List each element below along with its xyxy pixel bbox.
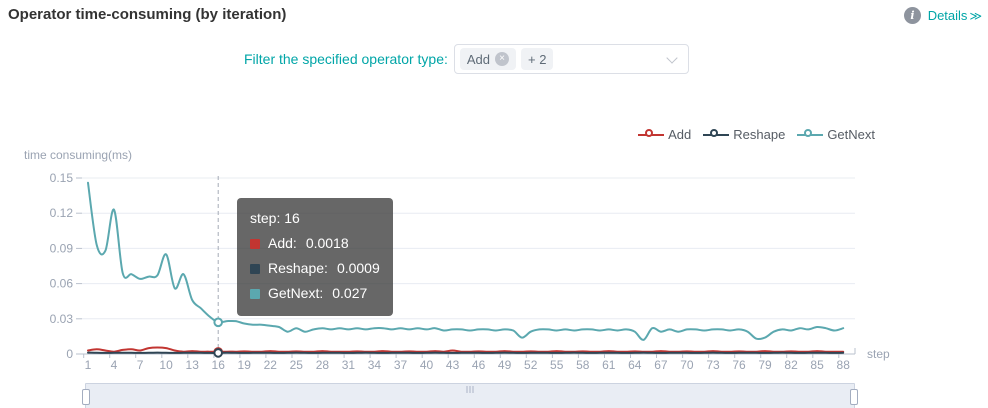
- operator-type-select[interactable]: Add × + 2: [453, 44, 689, 74]
- line-circle-marker-icon: [638, 128, 665, 142]
- svg-text:70: 70: [680, 358, 694, 372]
- tag-label: + 2: [528, 51, 547, 67]
- svg-text:0.15: 0.15: [50, 171, 74, 185]
- series-color-swatch: [250, 288, 260, 299]
- svg-text:79: 79: [758, 358, 772, 372]
- details-label: Details: [927, 8, 968, 23]
- selected-tag-add: Add ×: [459, 48, 517, 70]
- svg-text:16: 16: [212, 358, 226, 372]
- selected-tag-more: + 2: [521, 48, 554, 70]
- svg-text:19: 19: [238, 358, 252, 372]
- tooltip-series-label: Reshape:: [268, 260, 328, 276]
- chart-tooltip: step: 16 Add: 0.0018 Reshape: 0.0009 Get…: [237, 198, 393, 316]
- svg-text:85: 85: [810, 358, 824, 372]
- svg-text:88: 88: [837, 358, 851, 372]
- series-color-swatch: [250, 263, 260, 274]
- series-color-swatch: [250, 238, 260, 249]
- svg-text:step: step: [867, 347, 890, 361]
- svg-text:10: 10: [159, 358, 173, 372]
- svg-text:34: 34: [368, 358, 382, 372]
- svg-text:25: 25: [290, 358, 304, 372]
- svg-text:0.03: 0.03: [50, 312, 74, 326]
- legend-item-add[interactable]: Add: [638, 127, 691, 142]
- svg-text:1: 1: [85, 358, 92, 372]
- svg-text:61: 61: [602, 358, 616, 372]
- details-link[interactable]: Details ≫: [928, 8, 982, 23]
- tooltip-series-value: 0.0018: [305, 235, 349, 251]
- svg-text:4: 4: [111, 358, 118, 372]
- line-circle-marker-icon: [703, 128, 730, 142]
- datazoom-left-handle[interactable]: [82, 389, 90, 405]
- svg-text:7: 7: [137, 358, 144, 372]
- svg-text:0: 0: [66, 347, 73, 361]
- tooltip-series-label: GetNext:: [268, 285, 324, 301]
- panel-header: Operator time-consuming (by iteration) i…: [0, 0, 988, 30]
- tooltip-title: step: 16: [250, 210, 300, 226]
- svg-text:37: 37: [394, 358, 408, 372]
- tooltip-row-add: Add: 0.0018: [250, 231, 380, 256]
- svg-text:58: 58: [576, 358, 590, 372]
- svg-text:67: 67: [654, 358, 668, 372]
- svg-text:82: 82: [784, 358, 798, 372]
- svg-text:76: 76: [732, 358, 746, 372]
- svg-text:0.06: 0.06: [50, 277, 74, 291]
- datazoom-slider[interactable]: [82, 383, 858, 408]
- panel-title: Operator time-consuming (by iteration): [8, 6, 287, 23]
- svg-text:73: 73: [706, 358, 720, 372]
- svg-text:31: 31: [342, 358, 356, 372]
- filter-row: Filter the specified operator type: Add …: [244, 44, 689, 74]
- svg-text:64: 64: [628, 358, 642, 372]
- chart-legend: Add Reshape GetNext: [638, 127, 875, 142]
- datazoom-grip-icon[interactable]: [466, 386, 474, 393]
- svg-text:0.12: 0.12: [50, 206, 74, 220]
- filter-label: Filter the specified operator type:: [244, 51, 448, 67]
- tooltip-series-value: 0.027: [332, 285, 368, 301]
- remove-tag-icon[interactable]: ×: [495, 52, 510, 66]
- svg-text:52: 52: [524, 358, 538, 372]
- tag-label: Add: [466, 51, 491, 67]
- double-chevron-right-icon: ≫: [969, 9, 982, 23]
- svg-text:55: 55: [550, 358, 564, 372]
- svg-text:13: 13: [186, 358, 200, 372]
- tooltip-row-getnext: GetNext: 0.027: [250, 281, 380, 306]
- tooltip-series-value: 0.0009: [336, 260, 380, 276]
- svg-text:0.09: 0.09: [50, 241, 74, 255]
- legend-item-getnext[interactable]: GetNext: [797, 127, 875, 142]
- svg-text:40: 40: [420, 358, 434, 372]
- info-icon[interactable]: i: [904, 7, 921, 24]
- svg-text:46: 46: [472, 358, 486, 372]
- svg-text:49: 49: [498, 358, 512, 372]
- tooltip-series-label: Add:: [268, 235, 297, 251]
- line-circle-marker-icon: [797, 128, 824, 142]
- legend-item-reshape[interactable]: Reshape: [703, 127, 785, 142]
- y-axis-title: time consuming(ms): [24, 148, 133, 162]
- svg-text:22: 22: [264, 358, 278, 372]
- info-icon-glyph: i: [910, 9, 915, 22]
- svg-text:28: 28: [316, 358, 330, 372]
- tooltip-row-reshape: Reshape: 0.0009: [250, 256, 380, 281]
- svg-text:43: 43: [446, 358, 460, 372]
- datazoom-right-handle[interactable]: [850, 389, 858, 405]
